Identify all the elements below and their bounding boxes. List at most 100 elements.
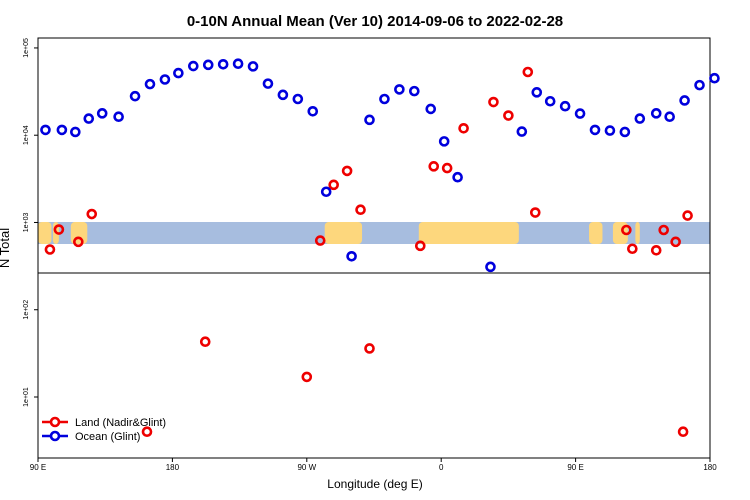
data-point [650, 244, 662, 256]
data-point [301, 371, 313, 383]
legend: Land (Nadir&Glint) Ocean (Glint) [42, 416, 166, 443]
data-point [355, 204, 366, 216]
data-point [428, 161, 440, 172]
data-point [589, 124, 601, 136]
data-point [529, 207, 541, 218]
data-point [328, 179, 339, 191]
data-point [522, 66, 534, 78]
data-point [559, 100, 571, 112]
data-point [202, 59, 214, 71]
x-tick-label: 90 E [567, 463, 583, 472]
data-point [679, 95, 690, 106]
data-point [320, 186, 332, 198]
land-mass [324, 222, 363, 244]
data-point [56, 124, 68, 136]
data-point [503, 110, 514, 121]
y-tick-label: 1e+01 [23, 387, 30, 407]
x-axis-label: Longitude (deg E) [327, 477, 422, 491]
x-tick-label: 0 [439, 463, 444, 472]
data-point [458, 122, 469, 134]
land-mass [38, 222, 52, 244]
data-point [70, 126, 81, 138]
land-mass [418, 222, 519, 244]
data-point [83, 113, 95, 124]
data-point [409, 85, 420, 97]
data-point [262, 78, 274, 89]
data-point [441, 162, 453, 174]
data-point [341, 165, 353, 177]
ocean-band [38, 222, 710, 244]
data-point [621, 224, 632, 236]
legend-label: Ocean (Glint) [75, 431, 140, 443]
legend-label: Land (Nadir&Glint) [75, 417, 166, 429]
data-point [307, 105, 319, 117]
world-map-strip [38, 222, 710, 244]
data-point [44, 244, 56, 255]
data-point [516, 126, 528, 137]
data-point [619, 126, 631, 138]
legend-marker [49, 416, 61, 428]
data-point [199, 336, 211, 348]
data-point [634, 113, 646, 124]
data-point [394, 84, 405, 95]
data-point [232, 58, 244, 69]
data-point [364, 114, 375, 126]
x-axis: 90 E 180 90 W 0 90 E 180 [30, 458, 717, 472]
data-point [364, 343, 375, 354]
data-point [314, 235, 326, 246]
data-point [488, 96, 499, 108]
data-point [159, 74, 171, 85]
y-axis: 1e+01 1e+02 1e+03 1e+04 1e+05 [23, 38, 38, 407]
data-points [40, 58, 720, 438]
y-axis-label: N Total [0, 228, 12, 268]
land-mass [589, 222, 603, 244]
data-point [96, 108, 108, 119]
data-point [544, 95, 556, 107]
data-point [346, 250, 357, 262]
y-tick-label: 1e+02 [23, 300, 30, 320]
data-point [141, 426, 153, 438]
data-point [144, 78, 156, 90]
data-point [292, 93, 304, 105]
data-point [40, 124, 51, 136]
data-point [677, 426, 689, 438]
data-point [627, 243, 638, 255]
y-tick-label: 1e+05 [23, 38, 30, 58]
data-point [247, 61, 259, 72]
data-point [188, 60, 199, 72]
x-tick-label: 180 [166, 463, 180, 472]
data-point [650, 108, 662, 119]
y-tick-label: 1e+03 [23, 213, 30, 233]
data-point [129, 90, 141, 102]
data-point [452, 171, 463, 183]
data-point [379, 93, 390, 105]
y-tick-label: 1e+04 [23, 125, 30, 145]
data-point [485, 261, 496, 273]
legend-marker [49, 430, 61, 442]
x-tick-label: 90 E [30, 463, 46, 472]
data-point [73, 236, 84, 248]
data-point [664, 111, 675, 122]
data-point [173, 67, 184, 79]
data-point [682, 210, 693, 221]
data-point [53, 224, 65, 235]
data-point [277, 89, 289, 101]
data-point [113, 111, 124, 122]
data-point [694, 79, 705, 91]
land-mass [635, 222, 640, 244]
chart-title: 0-10N Annual Mean (Ver 10) 2014-09-06 to… [187, 13, 563, 30]
data-point [574, 108, 586, 119]
data-point [604, 125, 616, 136]
data-point [86, 208, 98, 220]
x-tick-label: 90 W [297, 463, 316, 472]
data-point [414, 240, 426, 252]
plot-frame [37, 37, 711, 459]
data-point [709, 72, 720, 84]
data-point [670, 236, 681, 248]
data-point [531, 87, 543, 98]
data-point [425, 103, 437, 115]
data-point [217, 58, 229, 70]
x-tick-label: 180 [703, 463, 717, 472]
data-point [658, 224, 670, 236]
